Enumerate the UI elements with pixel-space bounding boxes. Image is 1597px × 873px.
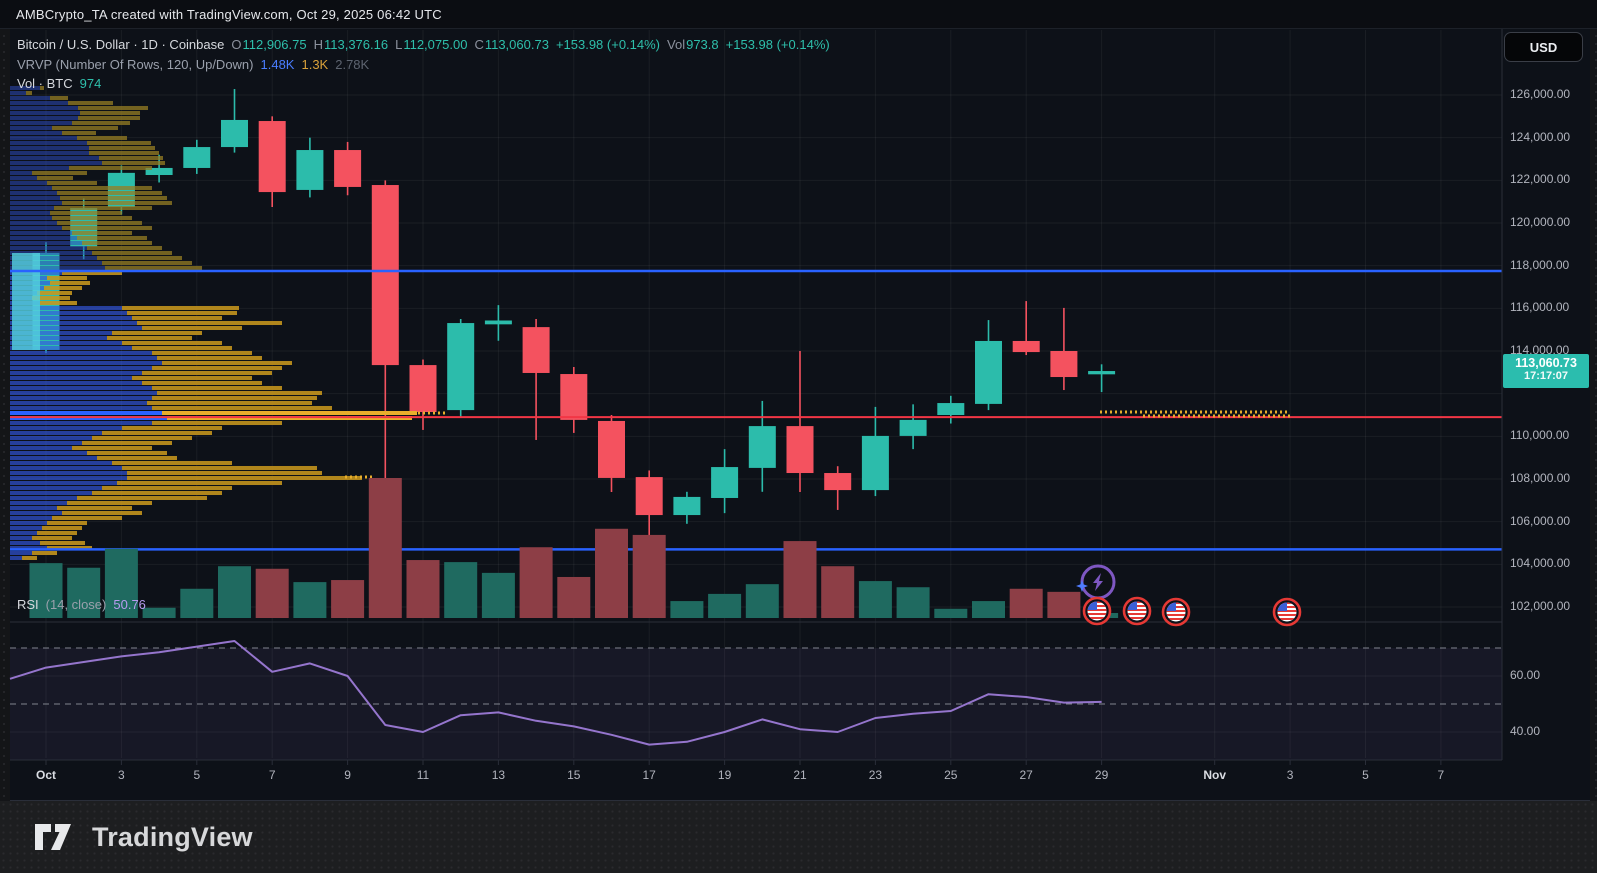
legend-segment: +153.98 (+0.14%) <box>555 37 661 52</box>
price-axis-label: 124,000.00 <box>1510 129 1571 144</box>
time-axis-label: 19 <box>717 768 732 782</box>
price-axis-label: 122,000.00 <box>1510 172 1571 187</box>
legend-segment: 112,075.00 <box>403 37 468 52</box>
time-axis-label: 9 <box>344 768 351 782</box>
legend-segment: 113,376.16 <box>323 37 389 52</box>
time-axis-label: 11 <box>416 768 430 782</box>
legend-segment: 1.3K <box>301 57 329 72</box>
time-axis-label: 21 <box>793 768 807 782</box>
time-axis-label: 7 <box>268 768 276 782</box>
price-axis-label: 118,000.00 <box>1510 257 1570 272</box>
currency-button[interactable]: USD <box>1504 32 1583 62</box>
header-title: AMBCrypto_TA created with TradingView.co… <box>16 6 442 22</box>
price-axis-label: 104,000.00 <box>1510 556 1571 571</box>
bar-countdown: 17:17:07 <box>1523 370 1569 382</box>
legend-segment: 973.8 <box>686 37 719 52</box>
legend-segment: Vol <box>667 37 686 52</box>
last-price-badge: 113,060.73 17:17:07 <box>1503 354 1589 388</box>
rsi-axis-label: 40.00 <box>1510 724 1541 738</box>
time-axis-label: 29 <box>1094 768 1109 782</box>
economic-event-flag-icon[interactable] <box>1122 596 1152 626</box>
time-axis-label: 5 <box>1362 768 1369 782</box>
economic-event-flag-icon[interactable] <box>1082 596 1112 626</box>
volume-legend-row[interactable]: Vol · BTC 974 <box>17 76 108 91</box>
time-axis-label: 5 <box>193 768 201 782</box>
time-axis-label: 15 <box>567 768 581 782</box>
last-price: 113,060.73 <box>1515 356 1577 370</box>
time-axis-label: 13 <box>491 768 506 782</box>
price-axis-label: 108,000.00 <box>1510 471 1571 485</box>
price-axis-label: 116,000.00 <box>1510 300 1570 315</box>
chart-canvas[interactable] <box>0 0 1597 801</box>
legend-segment: VRVP (Number Of Rows, 120, Up/Down) <box>17 57 254 72</box>
price-axis-label: 106,000.00 <box>1510 513 1571 528</box>
time-axis-label: 3 <box>1286 768 1294 782</box>
tradingview-brand-text: TradingView <box>92 821 253 852</box>
legend-segment: +153.98 (+0.14%) <box>725 37 830 52</box>
legend-segment: 113,060.73 <box>484 37 549 52</box>
sparkle-icon <box>1076 580 1088 592</box>
price-axis-label: 126,000.00 <box>1510 87 1571 101</box>
economic-event-flag-icon[interactable] <box>1272 597 1302 627</box>
legend-segment: 1.48K <box>260 57 295 72</box>
time-axis-label: 25 <box>944 768 958 782</box>
legend-segment: Vol · BTC <box>17 76 73 91</box>
legend-segment: Bitcoin / U.S. Dollar · 1D · Coinbase <box>17 37 225 52</box>
legend-segment: (14, close) <box>45 597 107 612</box>
price-axis-label: 102,000.00 <box>1510 599 1571 613</box>
ohlc-legend-row[interactable]: Bitcoin / U.S. Dollar · 1D · Coinbase O11… <box>17 37 837 52</box>
price-axis-label: 120,000.00 <box>1510 215 1571 229</box>
legend-segment: O <box>231 37 242 52</box>
legend-segment: H <box>313 37 323 52</box>
legend-segment: 50.76 <box>113 597 146 612</box>
vrvp-legend-row[interactable]: VRVP (Number Of Rows, 120, Up/Down) 1.48K… <box>17 57 376 72</box>
time-axis-label: 27 <box>1019 768 1033 782</box>
rsi-legend-row[interactable]: RSI (14, close) 50.76 <box>17 597 153 612</box>
legend-segment: 2.78K <box>335 57 370 72</box>
time-axis-label: 3 <box>118 768 125 782</box>
legend-segment: C <box>474 37 484 52</box>
legend-segment: L <box>395 37 403 52</box>
time-axis-label: 7 <box>1437 768 1445 782</box>
time-axis-label: 23 <box>868 768 883 782</box>
price-axis-label: 114,000.00 <box>1510 343 1570 357</box>
legend-segment: 974 <box>79 76 102 91</box>
time-axis-label: Nov <box>1203 768 1227 782</box>
tradingview-logo[interactable] <box>34 821 80 853</box>
price-axis-label: 110,000.00 <box>1510 428 1570 443</box>
time-axis-label: 17 <box>642 768 656 782</box>
legend-segment: RSI <box>17 597 39 612</box>
event-lightning-icon[interactable] <box>1076 564 1116 600</box>
time-axis-label: Oct <box>35 768 56 782</box>
rsi-axis-label: 60.00 <box>1510 668 1541 682</box>
header-bar: AMBCrypto_TA created with TradingView.co… <box>0 0 1597 29</box>
economic-event-flag-icon[interactable] <box>1161 597 1191 627</box>
footer-bar: TradingView <box>0 801 1597 873</box>
legend-segment: 112,906.75 <box>242 37 307 52</box>
